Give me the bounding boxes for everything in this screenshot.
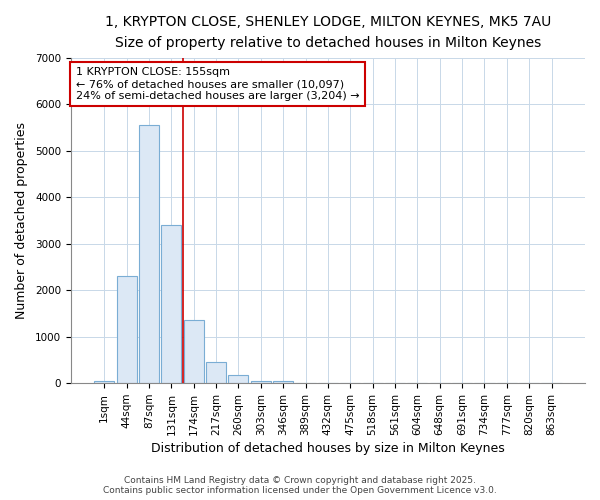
Bar <box>94 381 114 383</box>
Bar <box>116 276 137 383</box>
Bar <box>184 320 204 383</box>
Text: 1 KRYPTON CLOSE: 155sqm
← 76% of detached houses are smaller (10,097)
24% of sem: 1 KRYPTON CLOSE: 155sqm ← 76% of detache… <box>76 68 359 100</box>
Text: Contains HM Land Registry data © Crown copyright and database right 2025.
Contai: Contains HM Land Registry data © Crown c… <box>103 476 497 495</box>
Y-axis label: Number of detached properties: Number of detached properties <box>15 122 28 319</box>
Bar <box>251 381 271 383</box>
Bar <box>161 225 181 383</box>
Bar <box>139 125 159 383</box>
Bar <box>206 362 226 383</box>
Bar <box>229 375 248 383</box>
Bar <box>273 381 293 383</box>
X-axis label: Distribution of detached houses by size in Milton Keynes: Distribution of detached houses by size … <box>151 442 505 455</box>
Title: 1, KRYPTON CLOSE, SHENLEY LODGE, MILTON KEYNES, MK5 7AU
Size of property relativ: 1, KRYPTON CLOSE, SHENLEY LODGE, MILTON … <box>105 15 551 50</box>
